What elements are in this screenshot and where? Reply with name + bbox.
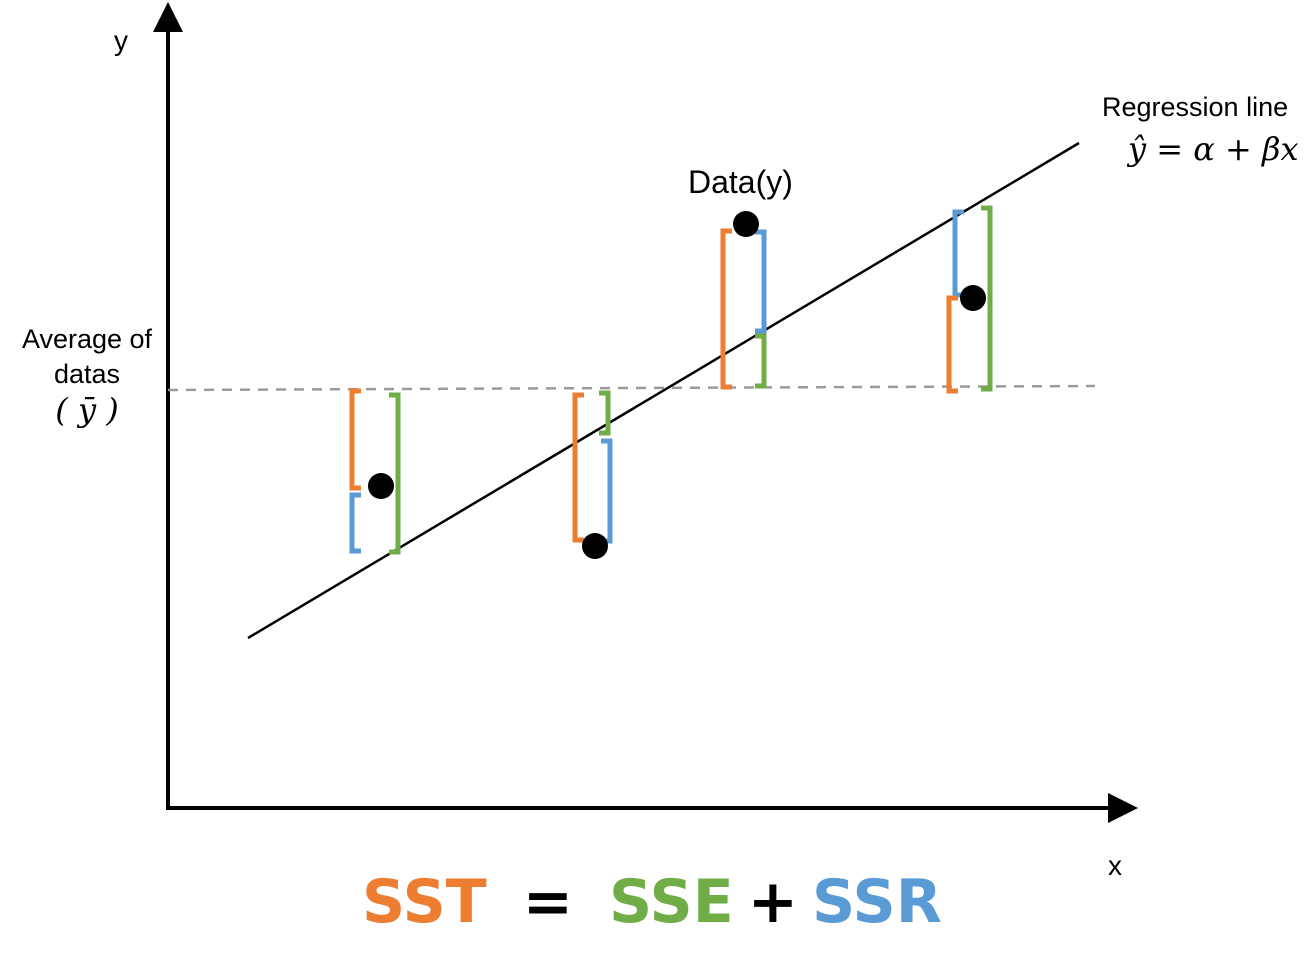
ssr-bracket [601, 438, 613, 544]
x-axis-arrow [1108, 793, 1138, 823]
data-label: Data(y) [688, 164, 793, 200]
sst-bracket [572, 392, 584, 543]
formula-ssr: SSR [812, 867, 942, 937]
y-axis-label: y [114, 25, 128, 56]
data-points [368, 211, 986, 559]
axes [153, 2, 1138, 823]
sst-bracket [349, 388, 361, 491]
formula-sst: SST [362, 867, 487, 937]
average-symbol: ( ȳ ) [55, 391, 118, 429]
regression-line [247, 141, 1080, 640]
formula-plus: + [748, 867, 798, 937]
formula-sse: SSE [609, 867, 734, 937]
formula-equals: = [523, 867, 573, 937]
ssr-bracket [349, 492, 361, 554]
data-point [960, 285, 986, 311]
sst-bracket [946, 295, 958, 394]
data-point [733, 211, 759, 237]
sse-bracket [599, 390, 611, 436]
data-point [368, 473, 394, 499]
data-point [582, 533, 608, 559]
formula: SST = SSE + SSR [362, 867, 942, 937]
ssr-bracket [755, 229, 767, 334]
x-axis-label: x [1108, 850, 1122, 881]
y-axis-arrow [153, 2, 183, 32]
regression-equation: ŷ = α + βx [1126, 130, 1299, 168]
ssr-bracket [952, 209, 964, 298]
sst-bracket [720, 228, 732, 390]
regression-line-label: Regression line [1102, 92, 1288, 122]
sse-bracket [981, 205, 993, 392]
sse-bracket [755, 333, 767, 389]
average-label-line2: datas [54, 359, 120, 389]
deviation-brackets [349, 205, 993, 555]
sse-bracket [389, 392, 401, 555]
average-label-line1: Average of [22, 324, 153, 354]
